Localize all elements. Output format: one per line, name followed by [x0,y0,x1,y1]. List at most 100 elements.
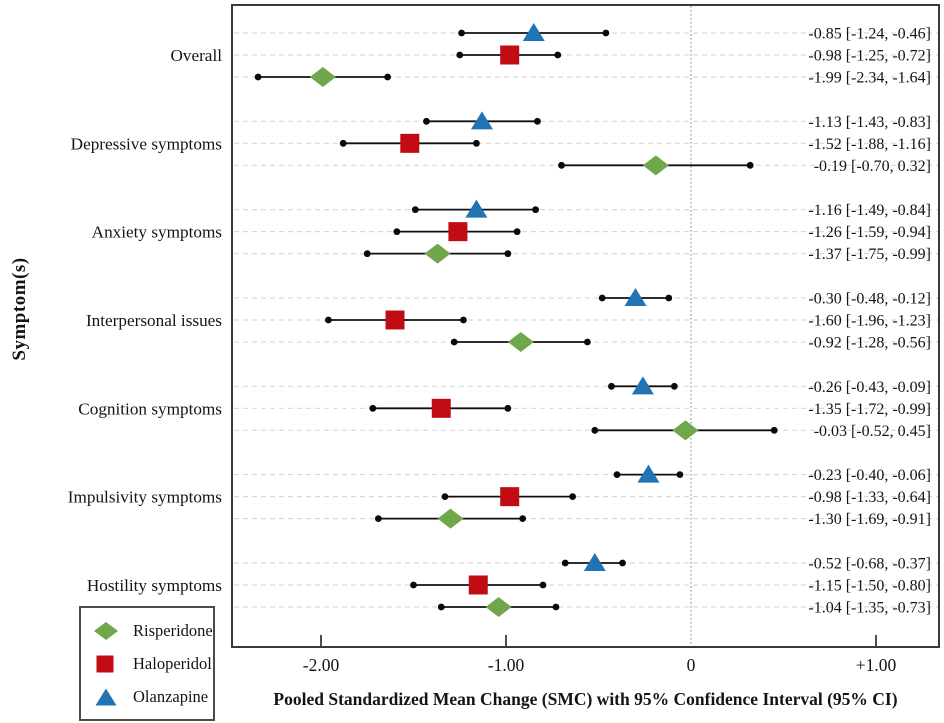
estimate-label: -1.30 [-1.69, -0.91] [808,511,931,528]
estimate-label: -1.04 [-1.35, -0.73] [808,599,931,616]
category-label: Hostility symptoms [87,576,222,595]
estimate-label: -0.19 [-0.70, 0.32] [814,158,931,175]
ci-endpoint-dot [619,559,626,567]
ci-endpoint-dot [423,117,430,125]
risperidone-diamond-marker [507,331,534,352]
ci-endpoint-dot [450,338,458,346]
risperidone-diamond-marker [424,243,451,264]
legend-item-risperidone: Risperidone [93,614,213,647]
olanzapine-triangle-marker [631,376,654,395]
ci-endpoint-dot [325,316,332,324]
ci-endpoint-dot [554,51,562,59]
ci-endpoint-dot [670,382,678,390]
ci-endpoint-dot [437,603,445,611]
ci-endpoint-dot [504,404,512,412]
x-tick-label: -2.00 [303,655,340,675]
ci-endpoint-dot [410,581,417,589]
estimate-label: -0.98 [-1.33, -0.64] [808,489,931,506]
haloperidol-square-marker [400,133,420,153]
category-label: Impulsivity symptoms [68,488,223,507]
category-label: Cognition symptoms [78,399,222,418]
plot-border [231,4,940,648]
risperidone-diamond-marker [642,155,669,176]
estimate-label: -0.23 [-0.40, -0.06] [808,467,931,484]
ci-endpoint-dot [460,316,467,324]
olanzapine-triangle-marker [465,199,488,218]
ci-endpoint-dot [513,228,521,236]
x-tick-label: 0 [687,655,696,675]
estimate-label: -1.37 [-1.75, -0.99] [808,246,931,263]
ci-endpoint-dot [534,117,541,125]
estimate-label: -0.92 [-1.28, -0.56] [808,334,931,351]
risperidone-diamond-marker [309,67,336,87]
haloperidol-square-marker [500,487,520,507]
ci-endpoint-dot [504,250,512,258]
square-icon-shape [96,655,114,672]
ci-endpoint-dot [473,139,480,147]
estimate-label: -0.30 [-0.48, -0.12] [808,290,931,307]
ci-endpoint-dot [384,73,391,81]
legend-label-haloperidol: Haloperidol [133,653,212,673]
ci-endpoint-dot [552,603,560,611]
estimate-label: -1.16 [-1.49, -0.84] [808,202,931,219]
estimate-label: -1.60 [-1.96, -1.23] [808,312,931,329]
legend-label-olanzapine: Olanzapine [133,686,209,706]
ci-endpoint-dot [770,426,778,434]
ci-endpoint-dot [539,581,547,589]
x-axis-title: Pooled Standardized Mean Change (SMC) wi… [273,689,898,709]
risperidone-diamond-marker [485,596,512,617]
olanzapine-triangle-marker [583,552,606,571]
square-glyph [96,655,114,672]
ci-endpoint-dot [458,29,465,37]
legend-item-haloperidol: Haloperidol [93,647,213,680]
ci-endpoint-dot [456,51,464,59]
ci-endpoint-dot [561,559,569,567]
diamond-icon-shape [94,621,118,640]
ci-endpoint-dot [569,493,576,501]
estimate-label: -0.98 [-1.25, -0.72] [808,48,931,65]
ci-endpoint-dot [591,426,599,434]
ci-endpoint-dot [374,515,382,523]
ci-endpoint-dot [665,294,673,302]
category-label: Overall [170,46,222,65]
triangle-icon-shape [95,688,117,705]
estimate-label: -1.35 [-1.72, -0.99] [808,401,931,418]
square-icon [93,654,119,674]
ci-endpoint-dot [393,228,401,236]
estimate-label: -1.26 [-1.59, -0.94] [808,224,931,241]
estimate-label: -1.52 [-1.88, -1.16] [808,136,931,153]
triangle-icon [93,687,119,707]
category-label: Anxiety symptoms [92,223,223,242]
haloperidol-square-marker [468,575,488,595]
triangle-glyph [95,688,117,705]
estimate-label: -0.52 [-0.68, -0.37] [808,555,931,572]
haloperidol-square-marker [431,398,451,418]
legend: Risperidone Haloperidol Olanzapine [79,606,215,721]
estimate-label: -1.13 [-1.43, -0.83] [808,114,931,131]
legend-item-olanzapine: Olanzapine [93,680,213,713]
estimate-label: -1.15 [-1.50, -0.80] [808,577,931,594]
ci-endpoint-dot [602,29,610,37]
estimate-label: -0.03 [-0.52, 0.45] [814,423,931,440]
ci-endpoint-dot [746,161,754,169]
olanzapine-triangle-marker [470,111,493,130]
x-tick-label: -1.00 [488,655,525,675]
x-tick-label: +1.00 [856,655,897,675]
ci-endpoint-dot [519,515,527,523]
legend-label-risperidone: Risperidone [133,620,213,640]
ci-endpoint-dot [532,206,539,214]
category-label: Interpersonal issues [86,311,222,330]
haloperidol-square-marker [500,45,520,65]
ci-endpoint-dot [411,206,419,214]
ci-endpoint-dot [608,382,615,390]
ci-endpoint-dot [441,493,449,501]
ci-endpoint-dot [369,404,377,412]
diamond-glyph [94,621,118,640]
risperidone-diamond-marker [672,420,699,441]
y-axis-title: Symptom(s) [9,257,30,361]
estimate-label: -0.85 [-1.24, -0.46] [808,26,931,43]
ci-endpoint-dot [584,338,591,346]
estimate-label: -1.99 [-2.34, -1.64] [808,70,931,87]
